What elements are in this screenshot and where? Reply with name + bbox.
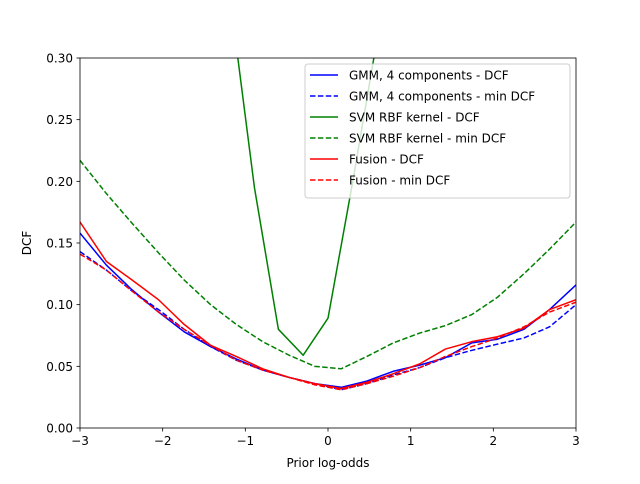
x-tick-label: 3 (572, 434, 580, 448)
y-axis-ticks: 0.00 0.05 0.10 0.15 0.20 0.25 0.30 (46, 52, 80, 436)
x-tick-label: 0 (324, 434, 332, 448)
legend-label-6: Fusion - min DCF (349, 174, 450, 188)
x-tick-label: 2 (490, 434, 498, 448)
x-tick-label: −2 (154, 434, 172, 448)
y-tick-label: 0.05 (46, 360, 73, 374)
legend-label-5: Fusion - DCF (349, 153, 424, 167)
legend-label-4: SVM RBF kernel - min DCF (349, 132, 506, 146)
y-tick-label: 0.20 (46, 175, 73, 189)
series-line-5 (80, 221, 576, 390)
x-tick-label: −1 (236, 434, 254, 448)
y-axis-label: DCF (20, 231, 34, 256)
series-line-4 (80, 159, 576, 370)
y-tick-label: 0.30 (46, 52, 73, 66)
series-layer (80, 58, 576, 391)
y-tick-label: 0.25 (46, 113, 73, 127)
legend-label-3: SVM RBF kernel - DCF (349, 111, 480, 125)
legend-frame (304, 63, 571, 199)
legend-label-2: GMM, 4 components - min DCF (349, 90, 535, 104)
x-axis-label: Prior log-odds (286, 456, 369, 470)
y-tick-label: 0.00 (46, 422, 73, 436)
legend-label-1: GMM, 4 components - DCF (349, 69, 509, 83)
x-tick-label: 1 (407, 434, 415, 448)
x-axis-ticks: −3 −2 −1 0 1 2 3 (71, 428, 580, 448)
x-tick-label: −3 (71, 434, 89, 448)
legend: GMM, 4 components - DCF GMM, 4 components… (304, 63, 571, 199)
series-line-6 (80, 253, 576, 391)
y-tick-label: 0.15 (46, 237, 73, 251)
y-tick-label: 0.10 (46, 298, 73, 312)
